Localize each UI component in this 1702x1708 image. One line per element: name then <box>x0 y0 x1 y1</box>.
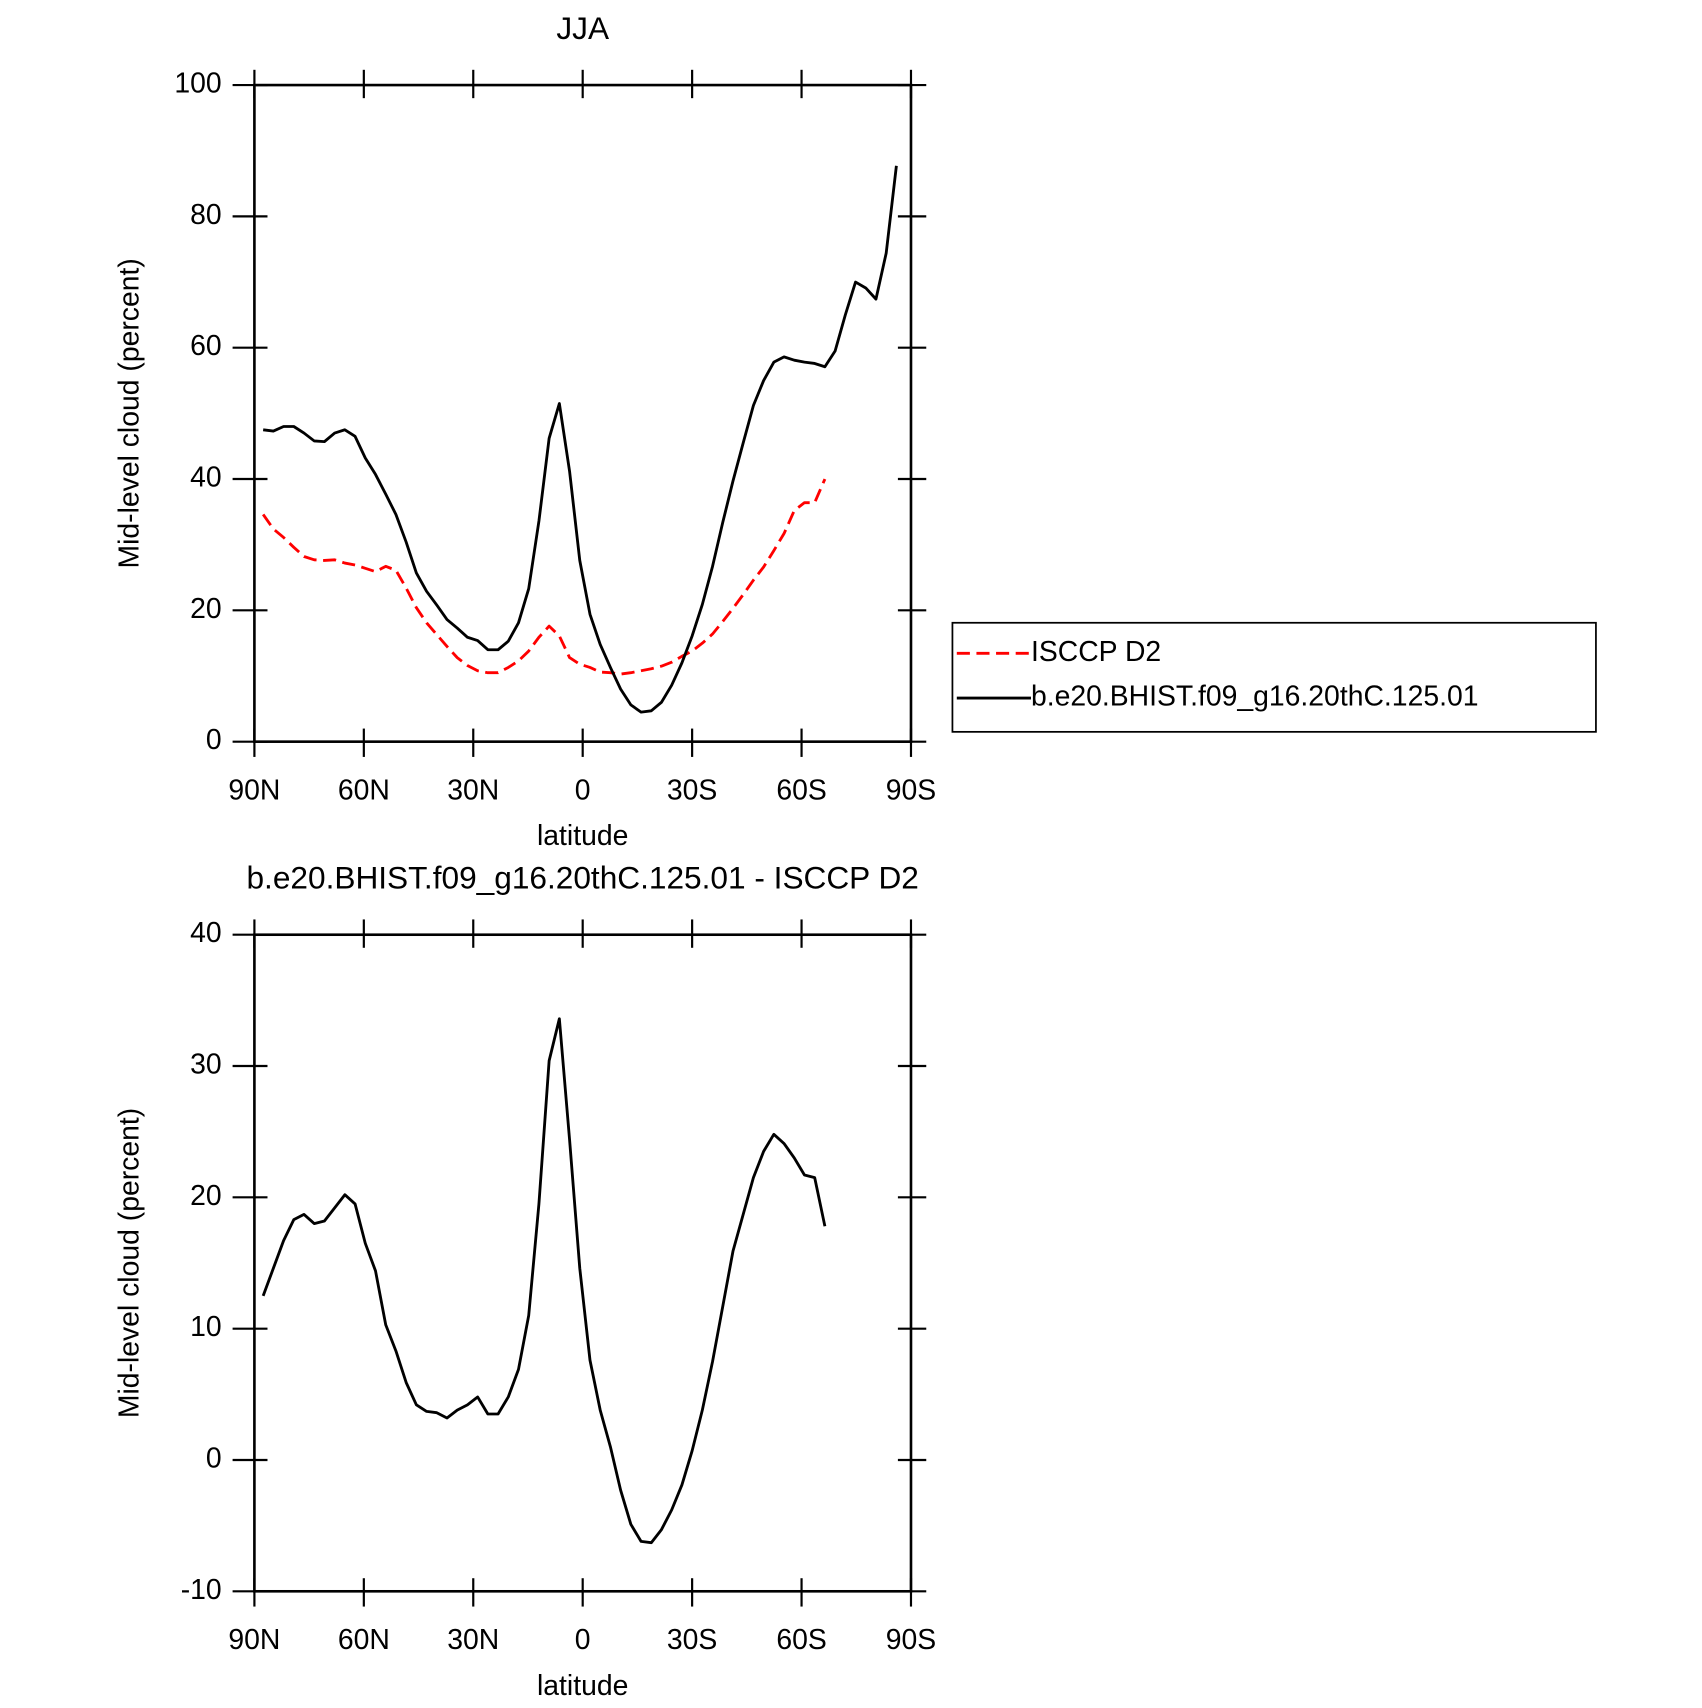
x-tick-label: 30S <box>667 1624 717 1656</box>
data-line <box>261 1017 827 1545</box>
x-tick-label: 60N <box>338 774 390 806</box>
chart-title: JJA <box>556 10 610 46</box>
y-tick-label: 60 <box>190 330 222 362</box>
data-line <box>262 165 898 714</box>
x-tick-label: 90N <box>228 774 280 806</box>
y-tick-label: 0 <box>206 724 222 756</box>
data-line <box>262 478 827 676</box>
x-tick-label: 60S <box>776 774 826 806</box>
y-tick-label: 30 <box>190 1049 222 1081</box>
x-tick-label: 30N <box>447 1624 499 1656</box>
chart-title: b.e20.BHIST.f09_g16.20thC.125.01 - ISCCP… <box>246 860 918 896</box>
legend-label: ISCCP D2 <box>1031 636 1161 668</box>
x-axis-label: latitude <box>537 1670 628 1702</box>
x-tick-label: 90S <box>886 774 936 806</box>
x-tick-label: 30N <box>447 774 499 806</box>
plot-frame <box>253 933 913 1593</box>
y-tick-label: 40 <box>190 917 222 949</box>
plot-frame <box>253 83 913 743</box>
y-axis-label: Mid-level cloud (percent) <box>114 1108 146 1418</box>
x-tick-label: 90N <box>228 1624 280 1656</box>
x-axis-label: latitude <box>537 820 628 852</box>
x-tick-label: 0 <box>575 774 591 806</box>
y-tick-label: -10 <box>181 1574 222 1606</box>
legend-box <box>951 621 1597 733</box>
y-tick-label: 0 <box>206 1442 222 1474</box>
y-tick-label: 40 <box>190 462 222 494</box>
x-tick-label: 30S <box>667 774 717 806</box>
x-tick-label: 60N <box>338 1624 390 1656</box>
y-tick-label: 80 <box>190 199 222 231</box>
x-tick-label: 60S <box>776 1624 826 1656</box>
y-tick-label: 20 <box>190 1180 222 1212</box>
y-axis-label: Mid-level cloud (percent) <box>114 258 146 568</box>
x-tick-label: 90S <box>886 1624 936 1656</box>
y-tick-label: 10 <box>190 1311 222 1343</box>
y-tick-label: 100 <box>174 68 221 100</box>
y-tick-label: 20 <box>190 593 222 625</box>
legend-label: b.e20.BHIST.f09_g16.20thC.125.01 <box>1031 681 1479 713</box>
x-tick-label: 0 <box>575 1624 591 1656</box>
